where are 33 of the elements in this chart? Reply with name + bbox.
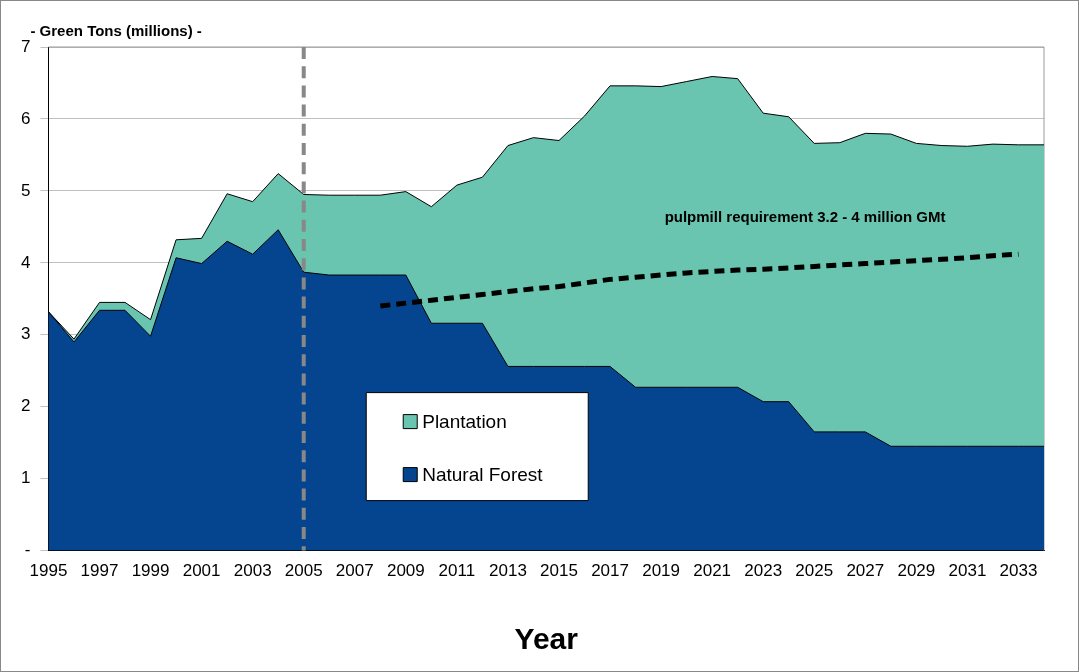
x-tick-label: 2011: [438, 561, 476, 581]
y-tick-label: 1: [20, 468, 31, 488]
y-tick-label: 7: [20, 36, 31, 56]
x-tick-label: 2015: [540, 561, 578, 581]
x-tick-label: 2013: [489, 561, 527, 581]
legend-label: Plantation: [422, 410, 507, 432]
y-tick-label: 6: [20, 108, 31, 128]
x-tick-label: 2029: [897, 561, 936, 581]
y-tick-label: 4: [20, 252, 31, 272]
x-tick-label: 2001: [182, 561, 221, 581]
x-tick-label: 1999: [131, 561, 170, 581]
y-tick-label: 5: [20, 180, 31, 200]
x-tick-label: 2007: [335, 561, 374, 581]
y-tick-label: 3: [20, 324, 31, 344]
x-tick-label: 1997: [80, 561, 119, 581]
x-tick-label: 2021: [693, 561, 732, 581]
y-tick-label: 2: [20, 396, 31, 416]
x-tick-label: 2027: [846, 561, 885, 581]
legend-label: Natural Forest: [422, 463, 544, 485]
x-tick-label: 2003: [233, 561, 272, 581]
x-tick-label: 2005: [284, 561, 323, 581]
x-axis-title: Year: [514, 622, 579, 656]
x-tick-label: 2031: [948, 561, 987, 581]
x-tick-label: 2033: [999, 561, 1038, 581]
x-tick-label: 2023: [744, 561, 783, 581]
x-tick-label: 2019: [642, 561, 681, 581]
x-tick-label: 2017: [591, 561, 629, 581]
x-tick-label: 1995: [29, 561, 68, 581]
x-tick-label: 2025: [795, 561, 834, 581]
y-axis-title: - Green Tons (millions) -: [30, 21, 202, 39]
y-tick-label: -: [24, 540, 31, 560]
annotation: pulpmill requirement 3.2 - 4 million GMt: [664, 208, 946, 226]
x-tick-label: 2009: [386, 561, 425, 581]
